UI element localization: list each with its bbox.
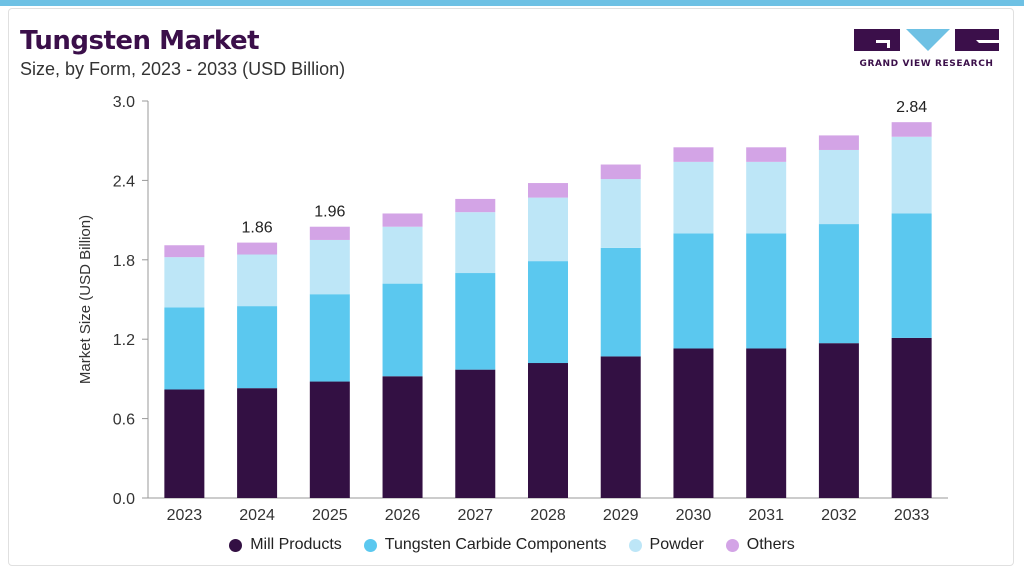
- bar-segment-mill-products: [891, 337, 932, 498]
- legend-label: Tungsten Carbide Components: [384, 536, 607, 553]
- page-title: Tungsten Market: [20, 26, 260, 56]
- bar-segment-powder: [746, 161, 787, 234]
- bar-segment-tungsten-carbide-components: [528, 261, 568, 364]
- bar-segment-powder: [528, 197, 568, 262]
- bar-segment-mill-products: [746, 348, 787, 498]
- chart-legend: Mill Products Tungsten Carbide Components…: [0, 536, 1024, 554]
- bar-segment-others: [891, 122, 932, 137]
- bar-segment-others: [528, 183, 568, 198]
- bar-segment-powder: [237, 254, 278, 307]
- bar-segment-tungsten-carbide-components: [673, 233, 714, 349]
- bar-segment-others: [164, 245, 205, 258]
- brand-logo: GRAND VIEW RESEARCH: [854, 29, 999, 73]
- bar-segment-mill-products: [237, 388, 278, 498]
- bar-segment-others: [673, 147, 714, 162]
- bar-segment-powder: [164, 257, 205, 308]
- y-tick-label: 0.6: [113, 412, 135, 429]
- y-tick-label: 2.4: [113, 173, 135, 190]
- data-label: 2.84: [896, 99, 927, 116]
- bar-segment-mill-products: [818, 343, 859, 498]
- legend-item: Mill Products: [229, 536, 342, 554]
- bar-segment-others: [455, 198, 496, 213]
- bar-segment-powder: [891, 136, 932, 214]
- legend-item: Others: [725, 536, 795, 554]
- bar-segment-tungsten-carbide-components: [600, 247, 641, 357]
- bar-segment-powder: [673, 161, 714, 234]
- x-tick-label: 2025: [312, 507, 348, 524]
- legend-item: Tungsten Carbide Components: [363, 536, 607, 554]
- bar-segment-mill-products: [309, 381, 350, 498]
- bar-segment-mill-products: [600, 356, 641, 498]
- legend-label: Others: [746, 536, 795, 553]
- bar-segment-tungsten-carbide-components: [818, 224, 859, 344]
- bar-segment-tungsten-carbide-components: [891, 213, 932, 338]
- x-tick-label: 2023: [167, 507, 203, 524]
- legend-swatch: [628, 538, 642, 552]
- legend-swatch: [229, 538, 243, 552]
- bar-segment-tungsten-carbide-components: [237, 306, 278, 389]
- x-tick-label: 2029: [603, 507, 639, 524]
- bar-segment-powder: [600, 179, 641, 248]
- x-tick-label: 2031: [748, 507, 784, 524]
- bar-segment-tungsten-carbide-components: [164, 307, 205, 390]
- x-tick-label: 2026: [385, 507, 421, 524]
- page-subtitle: Size, by Form, 2023 - 2033 (USD Billion): [20, 59, 346, 79]
- bar-segment-others: [818, 135, 859, 150]
- y-tick-label: 3.0: [113, 94, 135, 111]
- x-tick-label: 2024: [239, 507, 275, 524]
- brand-name: GRAND VIEW RESEARCH: [859, 59, 994, 69]
- legend-item: Powder: [628, 536, 704, 554]
- x-tick-label: 2030: [676, 507, 712, 524]
- bar-segment-tungsten-carbide-components: [455, 273, 496, 370]
- legend-swatch: [725, 538, 739, 552]
- bar-segment-others: [309, 226, 350, 240]
- bar-segment-mill-products: [528, 363, 568, 498]
- y-tick-label: 1.2: [113, 332, 135, 349]
- bar-segment-mill-products: [455, 369, 496, 498]
- bar-segment-others: [746, 147, 787, 162]
- data-label: 1.96: [314, 204, 345, 221]
- x-tick-label: 2032: [821, 507, 857, 524]
- data-label: 1.86: [242, 220, 273, 237]
- bar-segment-mill-products: [673, 348, 714, 498]
- y-tick-label: 1.8: [113, 253, 135, 270]
- x-tick-label: 2028: [530, 507, 566, 524]
- bar-segment-powder: [818, 149, 859, 225]
- bar-segment-others: [382, 213, 423, 227]
- y-axis-title: Market Size (USD Billion): [77, 215, 94, 384]
- bar-segment-tungsten-carbide-components: [382, 283, 423, 377]
- x-tick-label: 2033: [894, 507, 930, 524]
- bar-segment-powder: [309, 239, 350, 295]
- bar-segment-mill-products: [164, 389, 205, 498]
- bar-segment-mill-products: [382, 376, 423, 498]
- x-tick-label: 2027: [457, 507, 493, 524]
- bar-segment-tungsten-carbide-components: [746, 233, 787, 349]
- legend-label: Mill Products: [250, 536, 342, 553]
- top-accent-strip: [0, 0, 1024, 6]
- bar-segment-powder: [455, 212, 496, 274]
- bar-segment-tungsten-carbide-components: [309, 294, 350, 382]
- brand-logo-mark: [854, 29, 999, 51]
- bar-segment-others: [237, 242, 278, 255]
- y-tick-label: 0.0: [113, 491, 135, 508]
- bar-segment-others: [600, 164, 641, 180]
- legend-label: Powder: [649, 536, 704, 553]
- legend-swatch: [363, 538, 377, 552]
- bar-segment-powder: [382, 226, 423, 284]
